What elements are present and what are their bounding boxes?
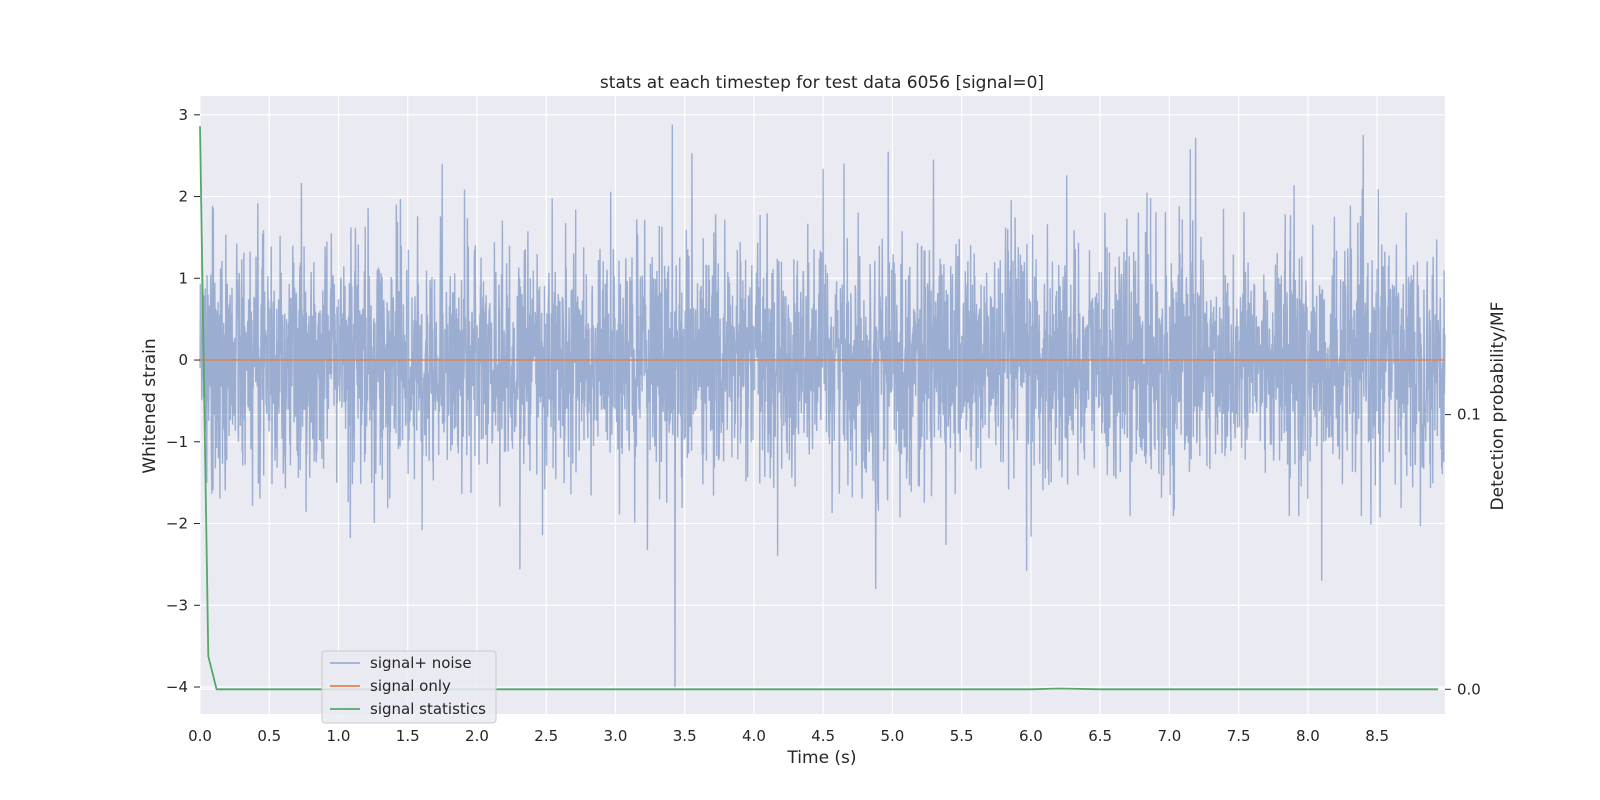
- x-tick-label: 8.0: [1296, 727, 1320, 745]
- x-tick-label: 1.5: [396, 727, 420, 745]
- x-tick-label: 8.5: [1365, 727, 1389, 745]
- y-tick-label: −4: [166, 678, 188, 696]
- y-tick-label: −3: [166, 596, 188, 614]
- ticks: 0.0 0.5 1.0 1.5 2.0 2.5 3.0 3.5 4.0 4.5 5.0 5.5 6.0 6…: [166, 106, 1481, 745]
- y2-tick-label: 0.1: [1457, 406, 1481, 424]
- x-tick-label: 6.0: [1019, 727, 1043, 745]
- x-tick-label: 7.0: [1157, 727, 1181, 745]
- y-tick-label: 3: [178, 106, 188, 124]
- y-tick-label: −2: [166, 515, 188, 533]
- y2-tick-label: 0.0: [1457, 680, 1481, 698]
- x-tick-label: 7.5: [1227, 727, 1251, 745]
- legend-box: [321, 650, 497, 724]
- x-tick-label: 2.5: [534, 727, 558, 745]
- legend: signal+ noise signal only signal statist…: [321, 650, 497, 724]
- chart-title: stats at each timestep for test data 605…: [600, 73, 1044, 93]
- x-tick-label: 3.0: [604, 727, 628, 745]
- y-tick-label: −1: [166, 433, 188, 451]
- x-tick-label: 3.5: [673, 727, 697, 745]
- x-tick-label: 1.0: [327, 727, 351, 745]
- legend-label-signal-statistics: signal statistics: [370, 700, 486, 718]
- series-signal-statistics: [199, 126, 1439, 691]
- x-tick-label: 2.0: [465, 727, 489, 745]
- x-tick-label: 4.5: [811, 727, 835, 745]
- x-tick-label: 0.5: [257, 727, 281, 745]
- y-tick-label: 0: [178, 351, 188, 369]
- y-tick-label: 2: [178, 188, 188, 206]
- y2-axis-label: Detection probability/MF: [1488, 302, 1508, 511]
- legend-label-signal-only: signal only: [370, 677, 451, 695]
- series-signal-noise: [199, 124, 1446, 688]
- series: [199, 124, 1446, 691]
- x-tick-label: 5.5: [950, 727, 974, 745]
- x-tick-label: 6.5: [1088, 727, 1112, 745]
- legend-label-signal-noise: signal+ noise: [370, 654, 472, 672]
- y-tick-label: 1: [178, 269, 188, 287]
- x-axis-label: Time (s): [786, 748, 856, 768]
- y-axis-label: Whitened strain: [140, 338, 160, 473]
- x-tick-label: 5.0: [881, 727, 905, 745]
- x-tick-label: 0.0: [188, 727, 212, 745]
- x-tick-label: 4.0: [742, 727, 766, 745]
